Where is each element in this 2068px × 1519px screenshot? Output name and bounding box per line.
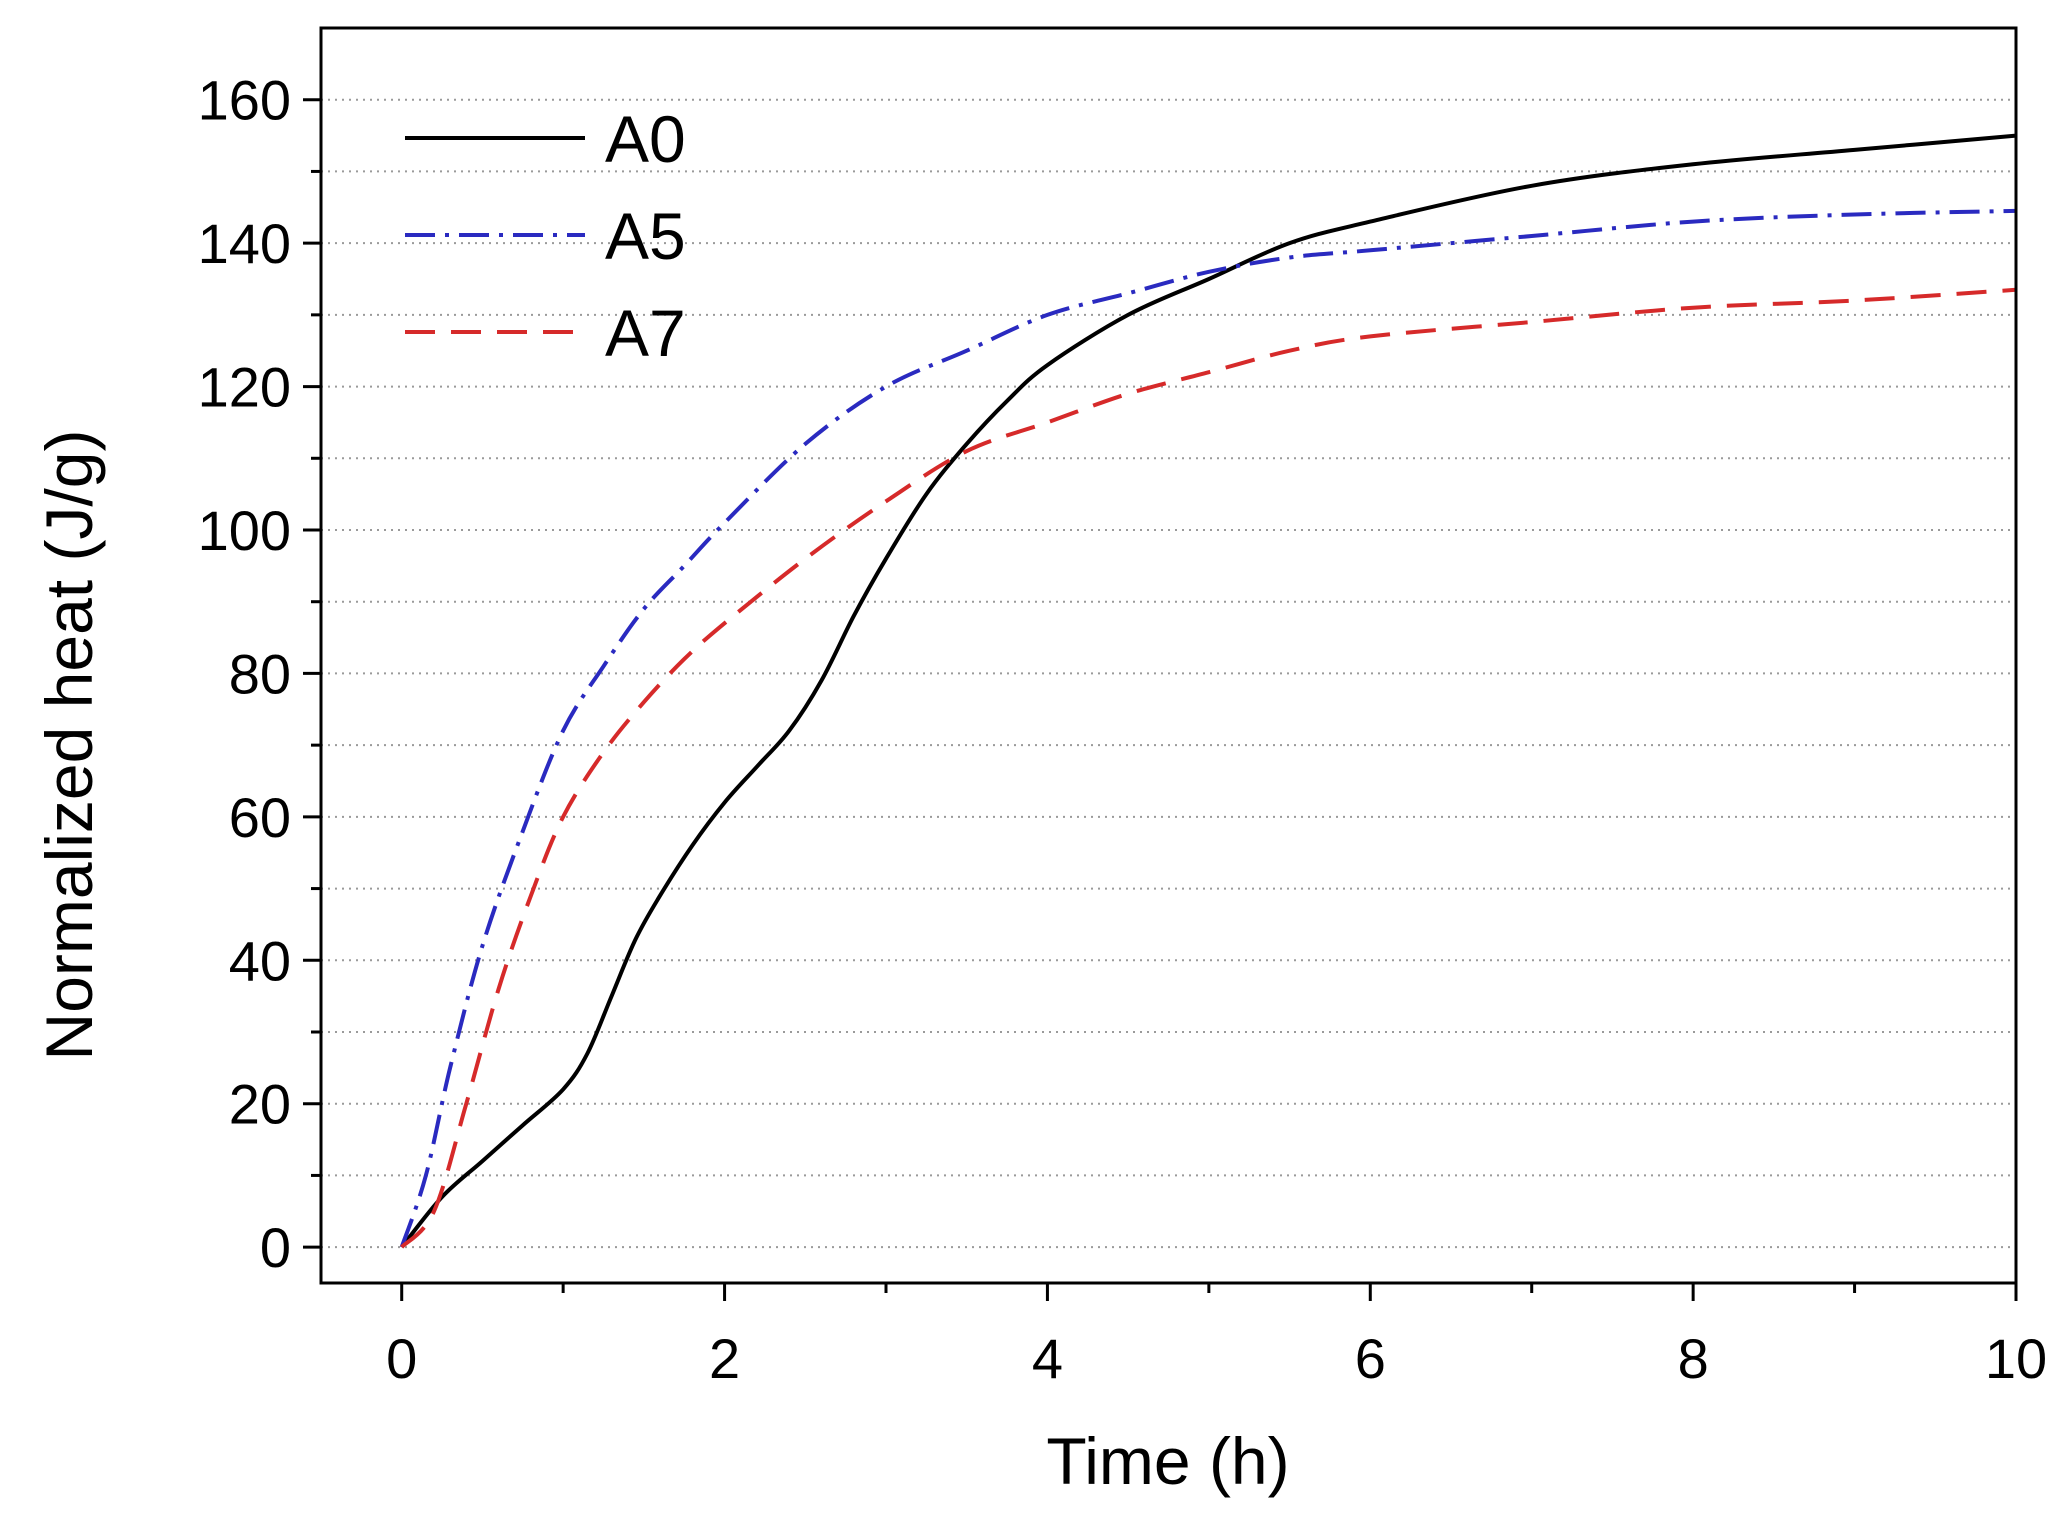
y-axis-label: Normalized heat (J/g): [32, 430, 106, 1061]
y-tick-label: 20: [229, 1073, 291, 1136]
y-tick-label: 140: [198, 212, 291, 275]
y-tick-label: 60: [229, 786, 291, 849]
legend-label-a0: A0: [605, 102, 686, 176]
y-tick-label: 100: [198, 499, 291, 562]
y-tick-label: 160: [198, 69, 291, 132]
axes-layer: [319, 26, 2018, 1285]
legend-label-a5: A5: [605, 199, 686, 273]
x-tick-label: 4: [1032, 1327, 1063, 1390]
series-line-a5: [399, 208, 2017, 1248]
y-tick-label: 40: [229, 929, 291, 992]
series-line-a0: [400, 133, 2017, 1249]
y-tick-label: 0: [260, 1216, 291, 1279]
x-tick-label: 8: [1678, 1327, 1709, 1390]
series-layer: [399, 133, 2017, 1249]
legend-label-a7: A7: [605, 296, 686, 370]
y-tick-label: 80: [229, 642, 291, 705]
y-tick-label: 120: [198, 356, 291, 419]
x-axis-label: Time (h): [1046, 1424, 1289, 1498]
plot-frame: [319, 26, 2018, 1285]
legend: A0 A5 A7: [405, 102, 686, 370]
series-line-a7: [400, 287, 2017, 1249]
x-tick-label: 0: [386, 1327, 417, 1390]
grid-layer: [321, 98, 2016, 1249]
x-tick-label: 6: [1355, 1327, 1386, 1390]
x-tick-label: 10: [1985, 1327, 2047, 1390]
x-tick-label: 2: [709, 1327, 740, 1390]
